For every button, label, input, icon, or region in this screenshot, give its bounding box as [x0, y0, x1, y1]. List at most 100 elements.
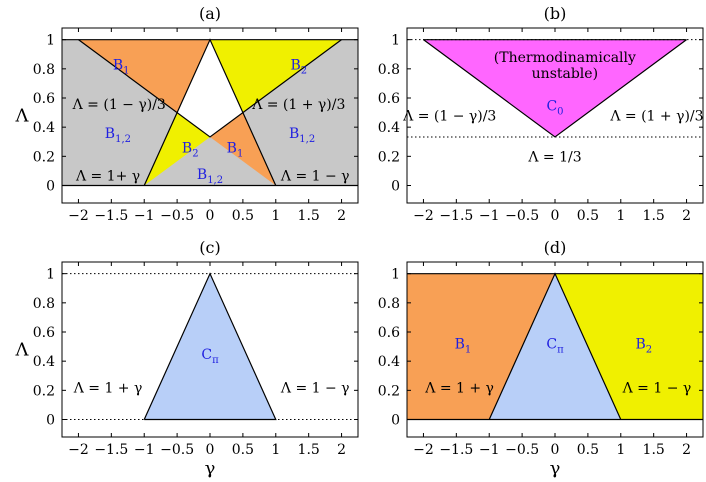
- x-tick-label: −1.5: [439, 208, 473, 224]
- x-tick-label: −1.5: [94, 442, 128, 458]
- region-label: Λ = 1+ γ: [75, 168, 140, 184]
- boundary-line: [143, 38, 277, 186]
- region-label: B1: [455, 337, 472, 356]
- y-tick-label: 0.2: [33, 383, 55, 399]
- x-tick-label: 2: [337, 442, 346, 458]
- x-tick-label: 1: [616, 208, 625, 224]
- y-tick-label: 0: [46, 179, 55, 195]
- x-tick-label: −0.5: [160, 442, 194, 458]
- region-label: Cπ: [201, 347, 219, 366]
- region-label: Cπ: [546, 337, 564, 356]
- region-label: B1,2: [105, 126, 131, 145]
- region: [423, 39, 687, 137]
- y-tick-label: 1: [391, 33, 400, 49]
- panel-title: (c): [199, 238, 220, 257]
- y-axis-label: Λ: [15, 106, 30, 127]
- region-label: C0: [546, 98, 563, 117]
- x-tick-label: −1.5: [439, 442, 473, 458]
- panel-1: −2 −1.5 −1 −0.5 0 0.5 1 1.5 2 0 0.2 0.4 0.6 0.8 1 (b) (T…: [378, 4, 704, 224]
- region-label: B1,2: [289, 126, 315, 145]
- region-label: B1: [227, 141, 244, 160]
- x-tick-label: −0.5: [505, 208, 539, 224]
- panel-0: −2 −1.5 −1 −0.5 0 0.5 1 1.5 2 0 0.2 0.4 0.6 0.8 1 (a) Λ B…: [15, 4, 359, 224]
- plot-area: [62, 38, 358, 187]
- y-tick-label: 0.2: [378, 149, 400, 165]
- region-label: Λ = 1 − γ: [280, 380, 350, 396]
- x-tick-label: 0: [551, 208, 560, 224]
- x-tick-label: 1: [271, 442, 280, 458]
- y-axis-label: Λ: [15, 340, 30, 361]
- y-tick-label: 0.6: [33, 325, 55, 341]
- y-tick-label: 0.8: [378, 62, 400, 78]
- x-tick-label: −2: [68, 442, 89, 458]
- x-tick-label: 1.5: [298, 208, 320, 224]
- region-label: Λ = 1 + γ: [424, 380, 494, 396]
- plot-area: [62, 272, 358, 421]
- panel-2: −2 −1.5 −1 −0.5 0 0.5 1 1.5 2 0 0.2 0.4 0.6 0.8 1 (c) Λγ…: [15, 238, 359, 479]
- region: [555, 273, 703, 420]
- region: [78, 39, 210, 113]
- x-tick-label: 1.5: [643, 442, 665, 458]
- panel-3: −2 −1.5 −1 −0.5 0 0.5 1 1.5 2 0 0.2 0.4 0.6 0.8 1 (d) γ B…: [378, 238, 704, 479]
- region-label: Λ = 1 + γ: [73, 380, 143, 396]
- x-tick-label: −2: [68, 208, 89, 224]
- region: [407, 273, 555, 420]
- x-tick-label: 1.5: [298, 442, 320, 458]
- region-label: Λ = 1 − γ: [280, 168, 350, 184]
- region-label: B2: [182, 141, 199, 160]
- region-label: B2: [290, 57, 307, 76]
- x-tick-label: 1: [616, 442, 625, 458]
- y-tick-label: 0.6: [378, 325, 400, 341]
- region-label: unstable): [532, 66, 598, 82]
- x-tick-label: −1: [479, 442, 500, 458]
- x-axis-label: γ: [205, 458, 216, 479]
- y-tick-label: 1: [391, 267, 400, 283]
- x-tick-label: 0.5: [577, 208, 599, 224]
- y-tick-label: 0.2: [33, 149, 55, 165]
- y-tick-label: 0.4: [33, 354, 55, 370]
- boundary-line: [78, 39, 342, 138]
- region-label: Λ = (1 − γ)/3: [72, 97, 166, 113]
- x-tick-label: −2: [413, 442, 434, 458]
- y-tick-label: 0.8: [378, 296, 400, 312]
- region-label: Λ = (1 + γ)/3: [251, 97, 345, 113]
- x-tick-label: 1: [271, 208, 280, 224]
- region-label: B1: [113, 57, 130, 76]
- x-tick-label: 0.5: [577, 442, 599, 458]
- y-tick-label: 0: [46, 413, 55, 429]
- boundary-line: [423, 39, 687, 138]
- y-tick-label: 0.8: [33, 296, 55, 312]
- y-tick-label: 0.8: [33, 62, 55, 78]
- x-tick-label: −1: [479, 208, 500, 224]
- plot-area: [407, 272, 703, 421]
- region-label: B1,2: [197, 167, 223, 186]
- y-tick-label: 0.6: [33, 91, 55, 107]
- region-label: (Thermodinamically: [494, 50, 636, 66]
- x-tick-label: 0: [206, 442, 215, 458]
- y-tick-label: 0.4: [33, 120, 55, 136]
- region: [210, 39, 342, 113]
- x-tick-label: 1.5: [643, 208, 665, 224]
- panel-title: (b): [544, 4, 567, 23]
- boundary-line: [143, 272, 277, 421]
- x-tick-label: −1: [134, 442, 155, 458]
- region: [144, 112, 210, 186]
- x-tick-label: −0.5: [505, 442, 539, 458]
- x-tick-label: −0.5: [160, 208, 194, 224]
- y-tick-label: 1: [46, 267, 55, 283]
- x-tick-label: −1.5: [94, 208, 128, 224]
- x-tick-label: 0: [206, 208, 215, 224]
- region-label: B2: [635, 337, 652, 356]
- panel-title: (d): [544, 238, 567, 257]
- y-tick-label: 0.4: [378, 120, 400, 136]
- y-tick-label: 0.4: [378, 354, 400, 370]
- x-tick-label: 2: [337, 208, 346, 224]
- y-tick-label: 1: [46, 33, 55, 49]
- y-tick-label: 0.2: [378, 383, 400, 399]
- region-label: Λ = (1 + γ)/3: [609, 109, 703, 125]
- x-tick-label: 0: [551, 442, 560, 458]
- region: [489, 273, 621, 420]
- region: [144, 273, 276, 420]
- x-tick-label: 0.5: [232, 208, 254, 224]
